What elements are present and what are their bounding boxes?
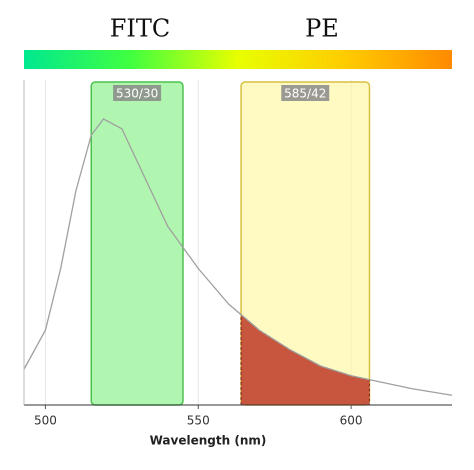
x-axis-label: Wavelength (nm) [150,434,267,448]
x-tick-label: 500 [34,414,57,428]
filter-label: 585/42 [284,87,326,101]
filter-label-bg [113,85,162,101]
filter-label: 530/30 [116,87,158,101]
filter-band [90,81,184,406]
filter-label-bg [281,85,330,101]
dye-label: FITC [110,15,171,43]
dye-label: PE [305,15,339,43]
spectrum-bar [24,50,452,69]
x-tick-label: 600 [340,414,363,428]
x-tick-label: 550 [187,414,210,428]
emission-curve [23,118,453,396]
